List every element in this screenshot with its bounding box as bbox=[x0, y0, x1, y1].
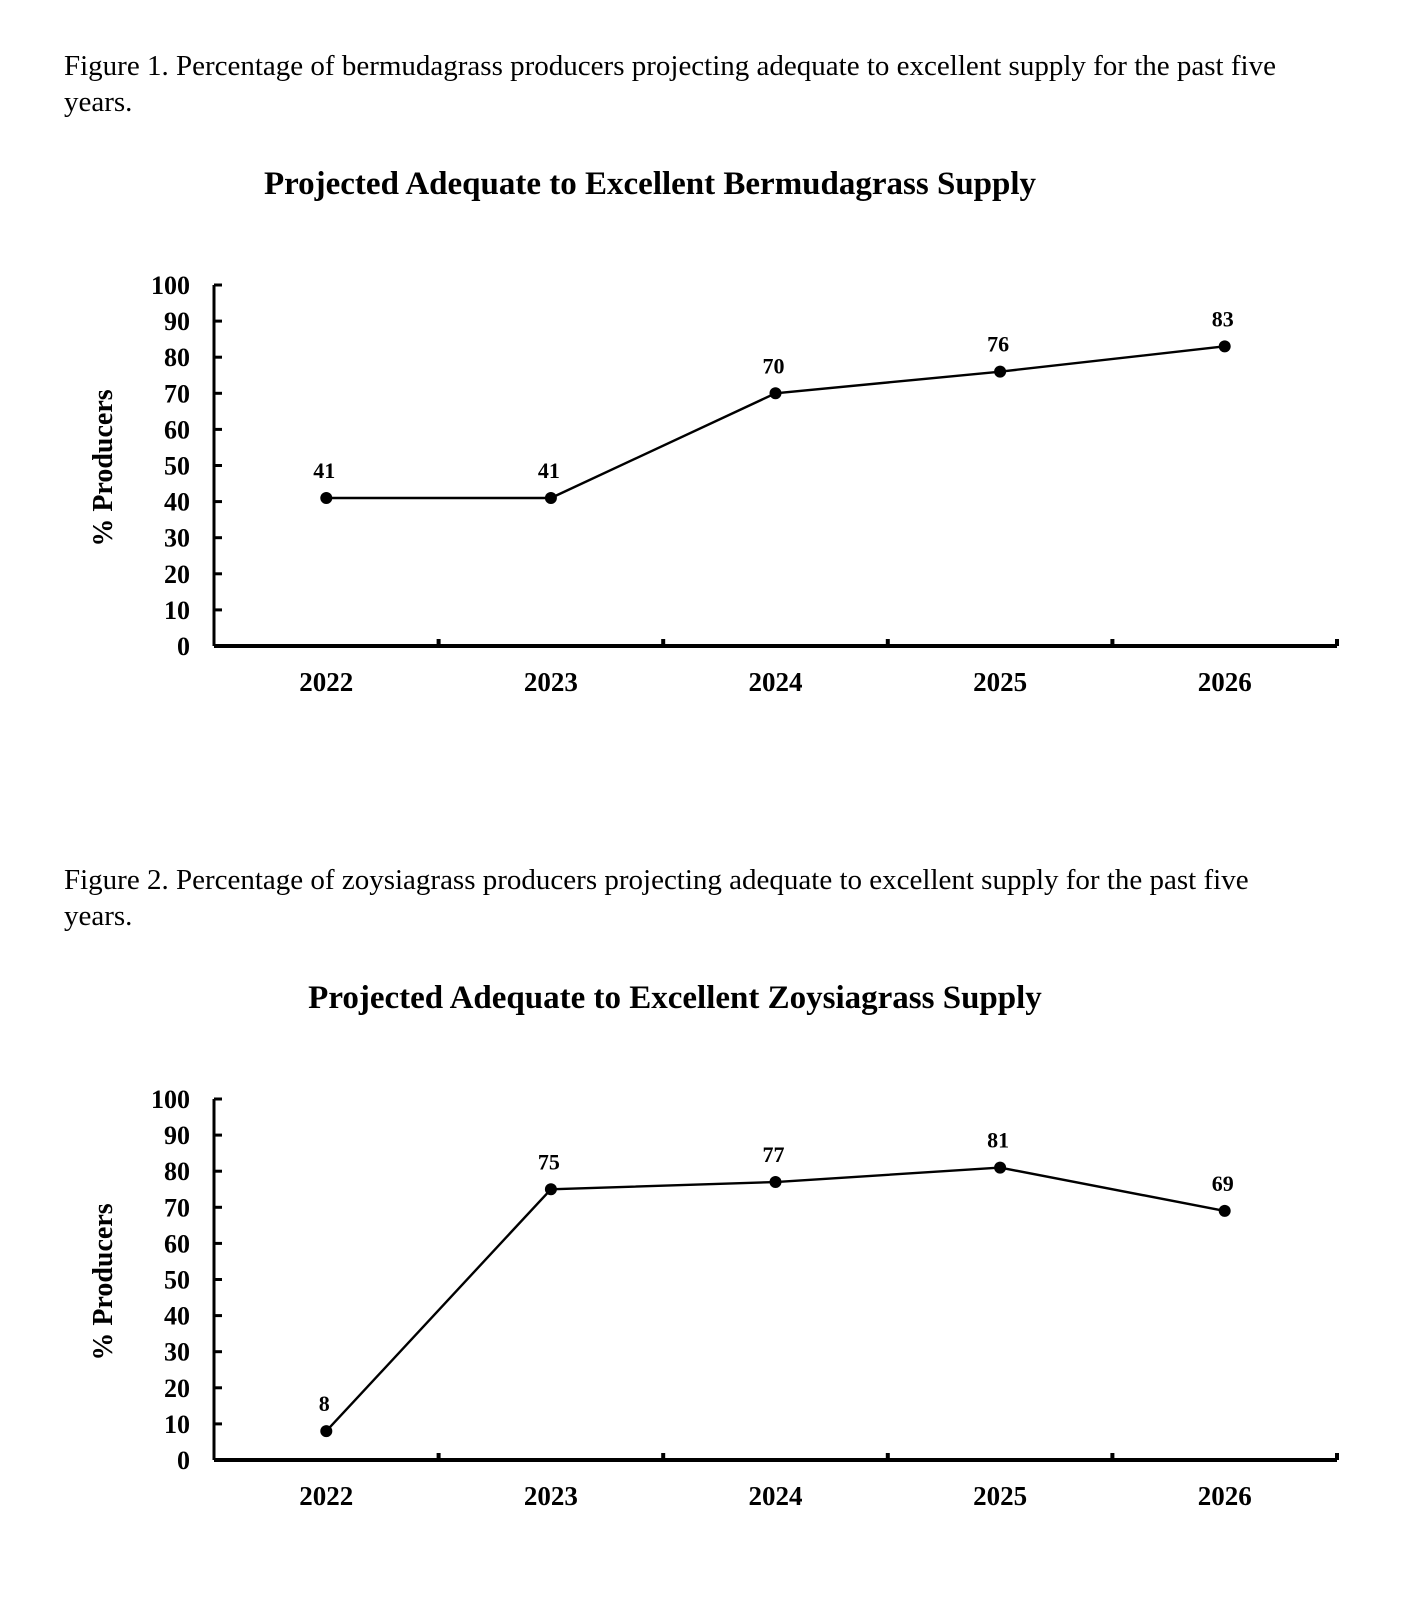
data-label: 41 bbox=[538, 458, 560, 483]
y-tick-label: 80 bbox=[164, 1157, 190, 1186]
data-point bbox=[994, 1161, 1007, 1174]
y-tick-label: 50 bbox=[164, 1266, 190, 1295]
plot-area: 0 10 20 30 40 50 60 70 80 90 100 2022 2023 2024 2025 20… bbox=[151, 1085, 1339, 1511]
y-tick-label: 100 bbox=[151, 1085, 190, 1114]
data-point bbox=[544, 1183, 557, 1196]
data-point bbox=[1218, 340, 1231, 353]
data-point bbox=[320, 1425, 333, 1438]
plot-area: 0 10 20 30 40 50 60 70 80 90 100 2022 2023 2024 2025 20… bbox=[151, 271, 1339, 697]
data-point bbox=[544, 491, 557, 504]
data-label: 75 bbox=[538, 1149, 560, 1174]
data-point bbox=[769, 1176, 782, 1189]
y-tick-label: 70 bbox=[164, 1193, 190, 1222]
y-tick-label: 30 bbox=[164, 524, 190, 553]
y-tick-label: 40 bbox=[164, 488, 190, 517]
y-axis-label: % Producers bbox=[88, 1203, 119, 1360]
x-tick-label: 2022 bbox=[299, 1481, 353, 1511]
y-tick-label: 10 bbox=[164, 1410, 190, 1439]
zoysiagrass-supply-chart: Projected Adequate to Excellent Zoysiagr… bbox=[88, 980, 1339, 1511]
data-label: 81 bbox=[987, 1128, 1009, 1153]
y-tick-label: 10 bbox=[164, 596, 190, 625]
data-label: 83 bbox=[1212, 306, 1234, 331]
data-point bbox=[1218, 1204, 1231, 1217]
x-tick-label: 2026 bbox=[1198, 1481, 1252, 1511]
y-tick-label: 100 bbox=[151, 271, 190, 300]
figure-2-caption: Figure 2. Percentage of zoysiagrass prod… bbox=[64, 864, 1249, 932]
y-tick-label: 60 bbox=[164, 1229, 190, 1258]
x-tick-label: 2025 bbox=[973, 667, 1027, 697]
data-label: 76 bbox=[987, 332, 1009, 357]
y-tick-label: 80 bbox=[164, 343, 190, 372]
x-tick-label: 2023 bbox=[524, 667, 578, 697]
data-point bbox=[320, 491, 333, 504]
x-tick-label: 2023 bbox=[524, 1481, 578, 1511]
bermudagrass-supply-chart: Projected Adequate to Excellent Bermudag… bbox=[88, 166, 1339, 697]
chart-title: Projected Adequate to Excellent Bermudag… bbox=[264, 166, 1037, 202]
x-tick-label: 2026 bbox=[1198, 667, 1252, 697]
y-tick-label: 20 bbox=[164, 560, 190, 589]
y-tick-label: 30 bbox=[164, 1338, 190, 1367]
x-tick-label: 2024 bbox=[749, 1481, 803, 1511]
y-tick-label: 0 bbox=[177, 1446, 190, 1475]
y-tick-label: 90 bbox=[164, 1121, 190, 1150]
data-label: 8 bbox=[319, 1391, 330, 1416]
data-label: 41 bbox=[313, 458, 335, 483]
x-tick-label: 2022 bbox=[299, 667, 353, 697]
series-line bbox=[325, 1166, 1225, 1432]
y-tick-label: 40 bbox=[164, 1302, 190, 1331]
chart-title: Projected Adequate to Excellent Zoysiagr… bbox=[308, 980, 1042, 1016]
y-tick-label: 0 bbox=[177, 632, 190, 661]
y-tick-label: 20 bbox=[164, 1374, 190, 1403]
figure-1-caption: Figure 1. Percentage of bermudagrass pro… bbox=[64, 50, 1276, 118]
y-axis-label: % Producers bbox=[88, 389, 119, 546]
x-tick-label: 2024 bbox=[749, 667, 803, 697]
y-tick-label: 70 bbox=[164, 379, 190, 408]
data-label: 69 bbox=[1212, 1171, 1234, 1196]
y-tick-label: 60 bbox=[164, 415, 190, 444]
x-tick-label: 2025 bbox=[973, 1481, 1027, 1511]
data-label: 70 bbox=[763, 353, 785, 378]
data-point bbox=[994, 365, 1007, 378]
data-point bbox=[769, 387, 782, 400]
y-tick-label: 50 bbox=[164, 452, 190, 481]
y-tick-label: 90 bbox=[164, 307, 190, 336]
data-label: 77 bbox=[763, 1142, 785, 1167]
